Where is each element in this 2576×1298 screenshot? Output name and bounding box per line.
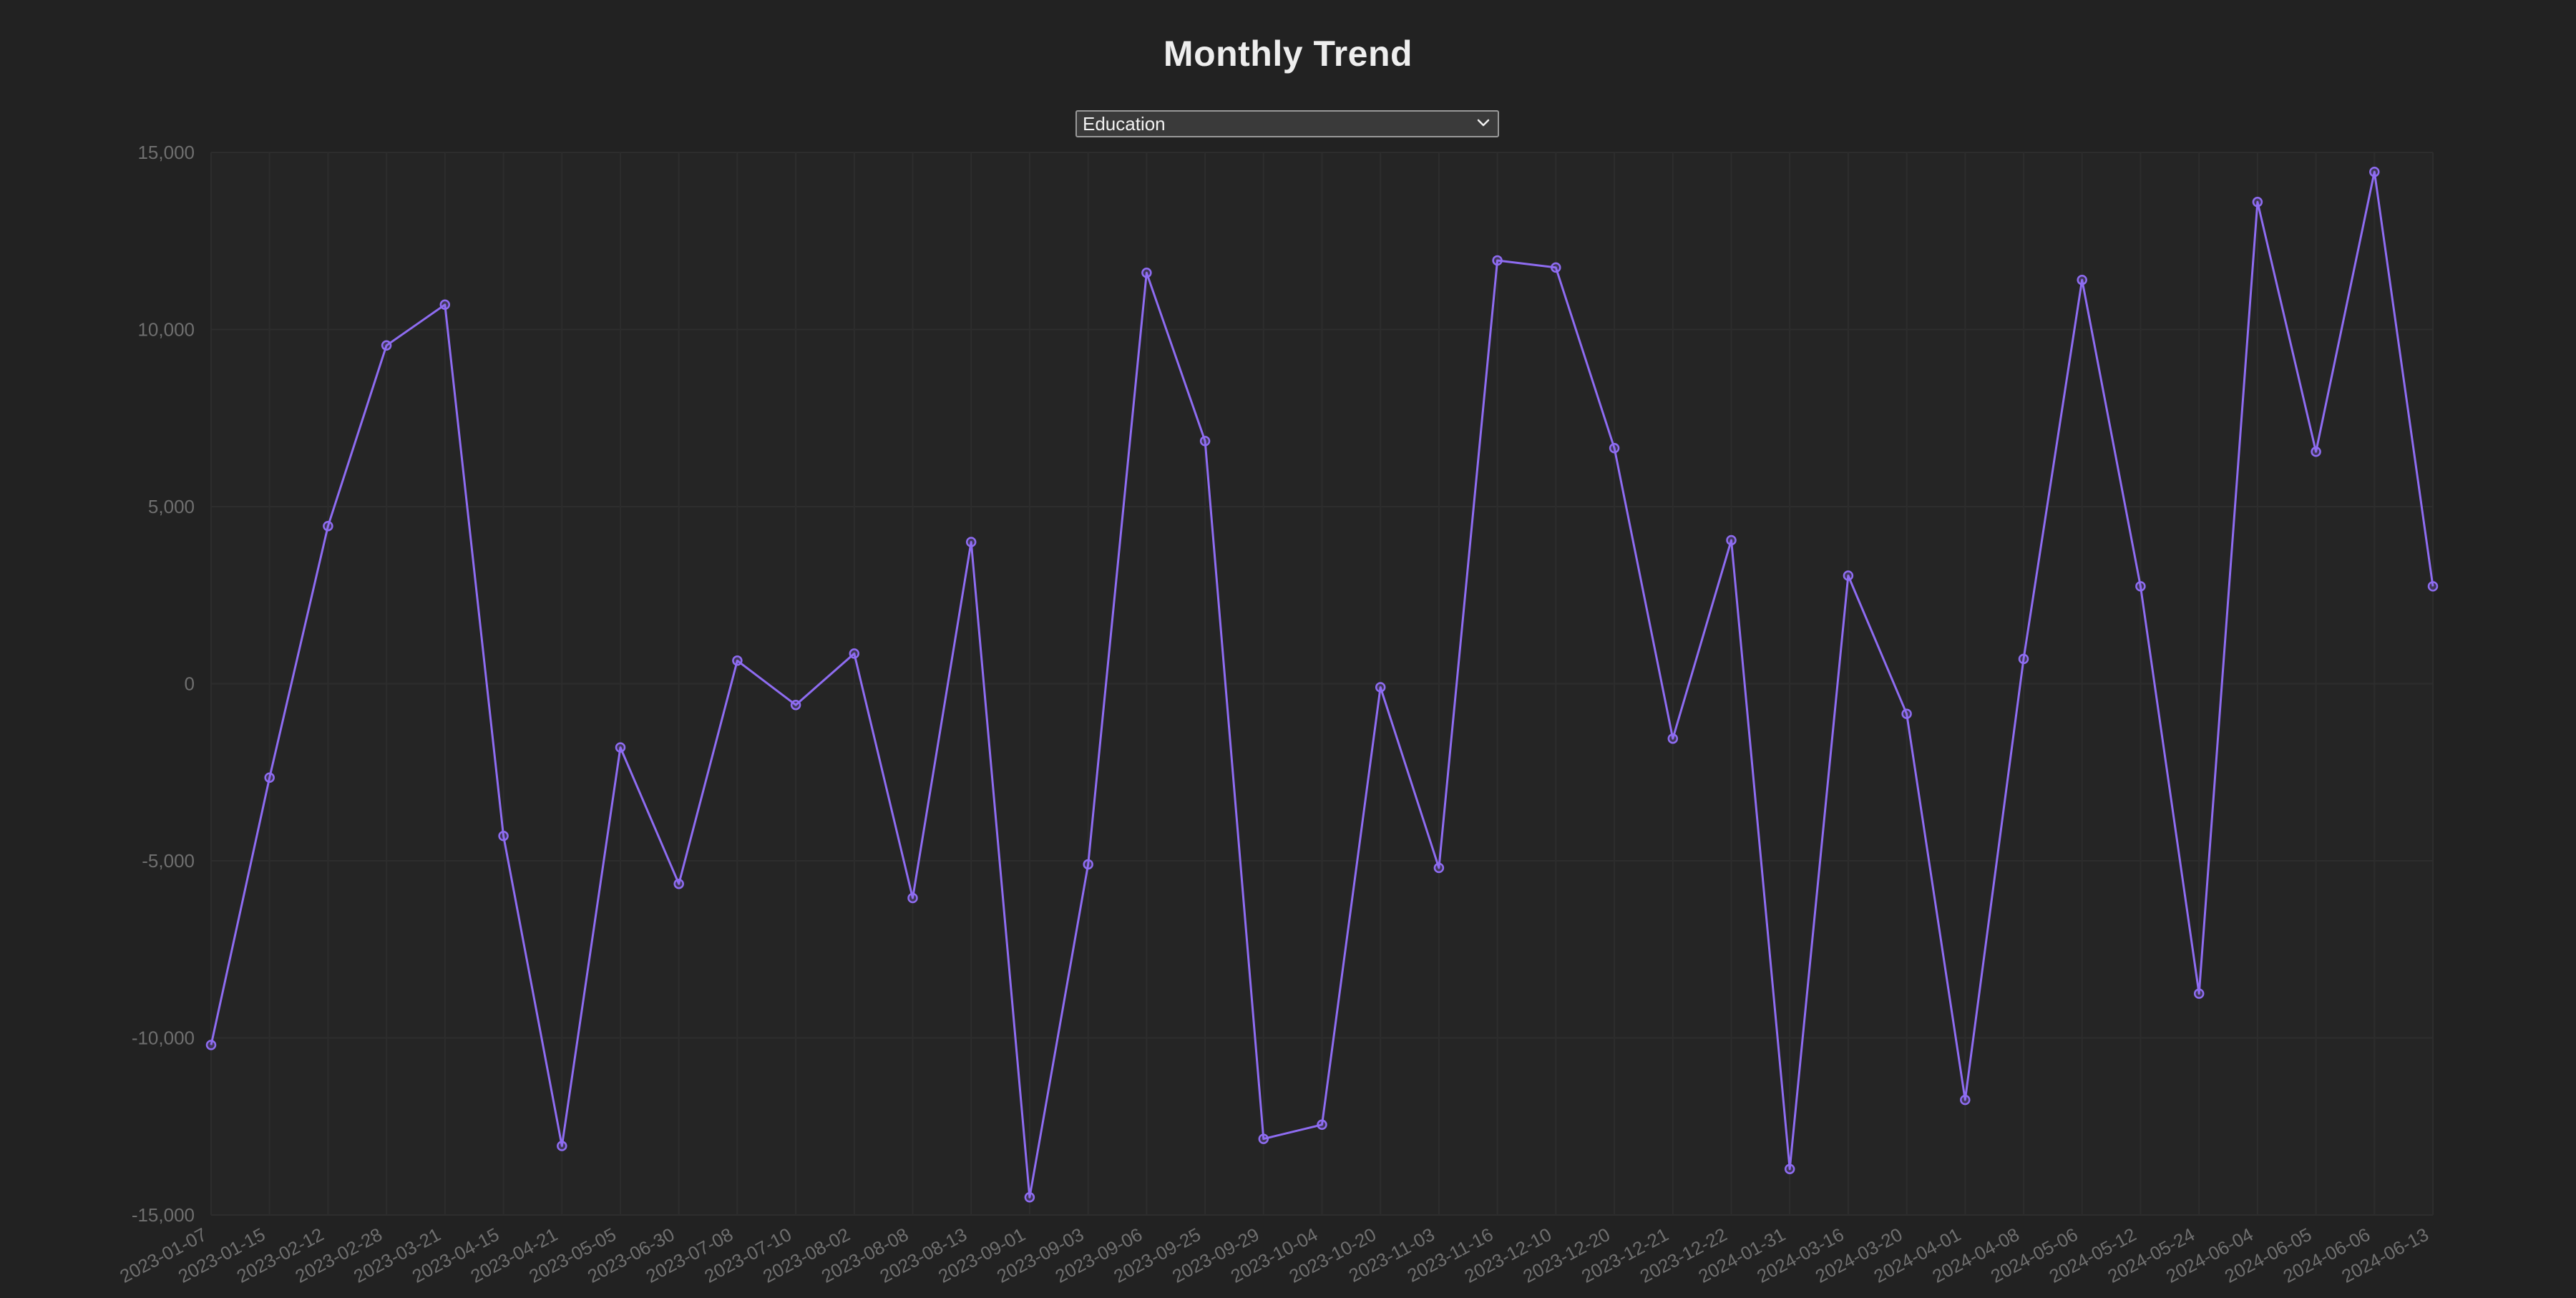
data-point[interactable] [1083,859,1093,870]
y-tick-label: 15,000 [137,142,195,163]
category-select[interactable]: Education [1075,110,1499,137]
data-point[interactable] [2018,653,2029,665]
data-point[interactable] [1843,570,1854,581]
y-tick-label: 0 [185,673,195,695]
data-point[interactable] [323,520,333,532]
y-tick-label: 5,000 [148,496,195,517]
data-point[interactable] [1199,436,1211,447]
data-point[interactable] [965,537,977,547]
data-point[interactable] [1784,1163,1795,1174]
data-point[interactable] [264,772,275,783]
data-point[interactable] [1375,682,1386,693]
data-point[interactable] [673,878,684,889]
data-point[interactable] [2135,581,2146,592]
data-point[interactable] [1141,268,1152,278]
data-point[interactable] [2311,447,2321,457]
data-point[interactable] [732,655,743,666]
y-tick-label: 10,000 [137,319,195,341]
data-point[interactable] [790,699,801,711]
data-point[interactable] [2077,274,2087,286]
data-point[interactable] [205,1040,217,1050]
y-tick-label: -10,000 [132,1028,195,1049]
data-point[interactable] [849,648,860,659]
data-point[interactable] [1667,733,1679,744]
data-point[interactable] [557,1141,567,1151]
chart-title: Monthly Trend [1163,34,1413,74]
data-point[interactable] [1551,262,1561,273]
data-point[interactable] [2369,166,2380,177]
data-point[interactable] [439,299,451,311]
data-point[interactable] [381,340,392,351]
data-point[interactable] [1258,1133,1269,1144]
data-point[interactable] [498,831,509,841]
data-point[interactable] [1726,535,1737,546]
data-point[interactable] [1317,1119,1327,1131]
data-point[interactable] [1609,443,1620,454]
category-select-wrapper: Education [1075,110,1499,137]
data-point[interactable] [1433,862,1445,874]
series-line [210,170,2434,1199]
data-point[interactable] [2252,197,2263,208]
data-point[interactable] [1901,708,1912,719]
data-point[interactable] [1960,1094,1971,1106]
data-point[interactable] [907,892,918,904]
data-point[interactable] [2427,581,2439,592]
y-tick-label: -5,000 [142,850,195,872]
data-point[interactable] [1024,1192,1035,1203]
data-point[interactable] [1492,255,1503,266]
data-point[interactable] [2193,988,2205,999]
data-point[interactable] [615,742,626,753]
y-tick-label: -15,000 [132,1204,195,1226]
